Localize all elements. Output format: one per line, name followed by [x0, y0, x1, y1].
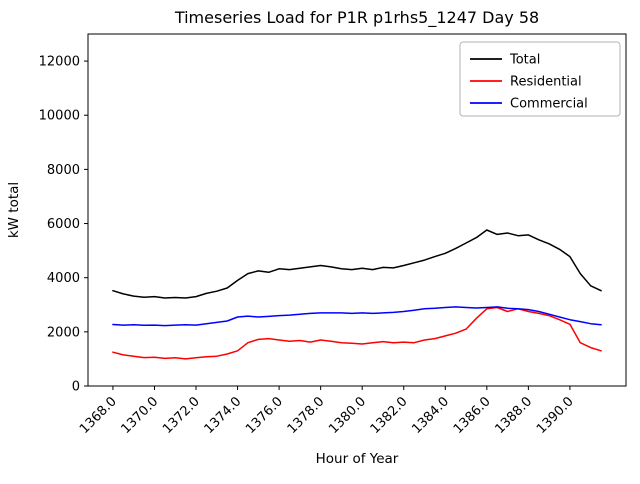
legend-label-residential: Residential	[510, 75, 582, 90]
y-tick-label: 4000	[47, 271, 80, 286]
x-tick-label: 1372.0	[160, 394, 203, 437]
legend-label-total: Total	[509, 53, 540, 68]
y-tick-label: 12000	[39, 55, 80, 70]
series-residential-line	[112, 306, 602, 360]
x-axis-label: Hour of Year	[316, 451, 399, 467]
y-tick-label: 6000	[47, 217, 80, 232]
x-tick-label: 1370.0	[119, 394, 162, 437]
y-tick-label: 2000	[47, 325, 80, 340]
x-tick-label: 1380.0	[326, 394, 369, 437]
y-tick-label: 10000	[39, 109, 80, 124]
x-tick-label: 1374.0	[202, 394, 245, 437]
x-tick-label: 1378.0	[285, 394, 328, 437]
series-commercial-line	[112, 306, 602, 327]
legend-label-commercial: Commercial	[510, 97, 588, 112]
chart-title: Timeseries Load for P1R p1rhs5_1247 Day …	[174, 8, 539, 28]
x-tick-label: 1384.0	[409, 394, 452, 437]
y-tick-label: 8000	[47, 163, 80, 178]
y-tick-label: 0	[72, 380, 80, 395]
series-total-line	[112, 229, 602, 299]
x-tick-label: 1386.0	[451, 394, 494, 437]
x-tick-label: 1390.0	[534, 394, 577, 437]
x-tick-label: 1376.0	[243, 394, 286, 437]
x-tick-label: 1368.0	[77, 394, 120, 437]
x-tick-label: 1382.0	[368, 394, 411, 437]
y-axis-label: kW total	[6, 182, 22, 238]
x-tick-label: 1388.0	[492, 394, 535, 437]
axes-frame	[87, 33, 627, 387]
legend-box	[459, 41, 621, 117]
plot-area: 0200040006000800010000120001368.01370.01…	[39, 33, 627, 437]
